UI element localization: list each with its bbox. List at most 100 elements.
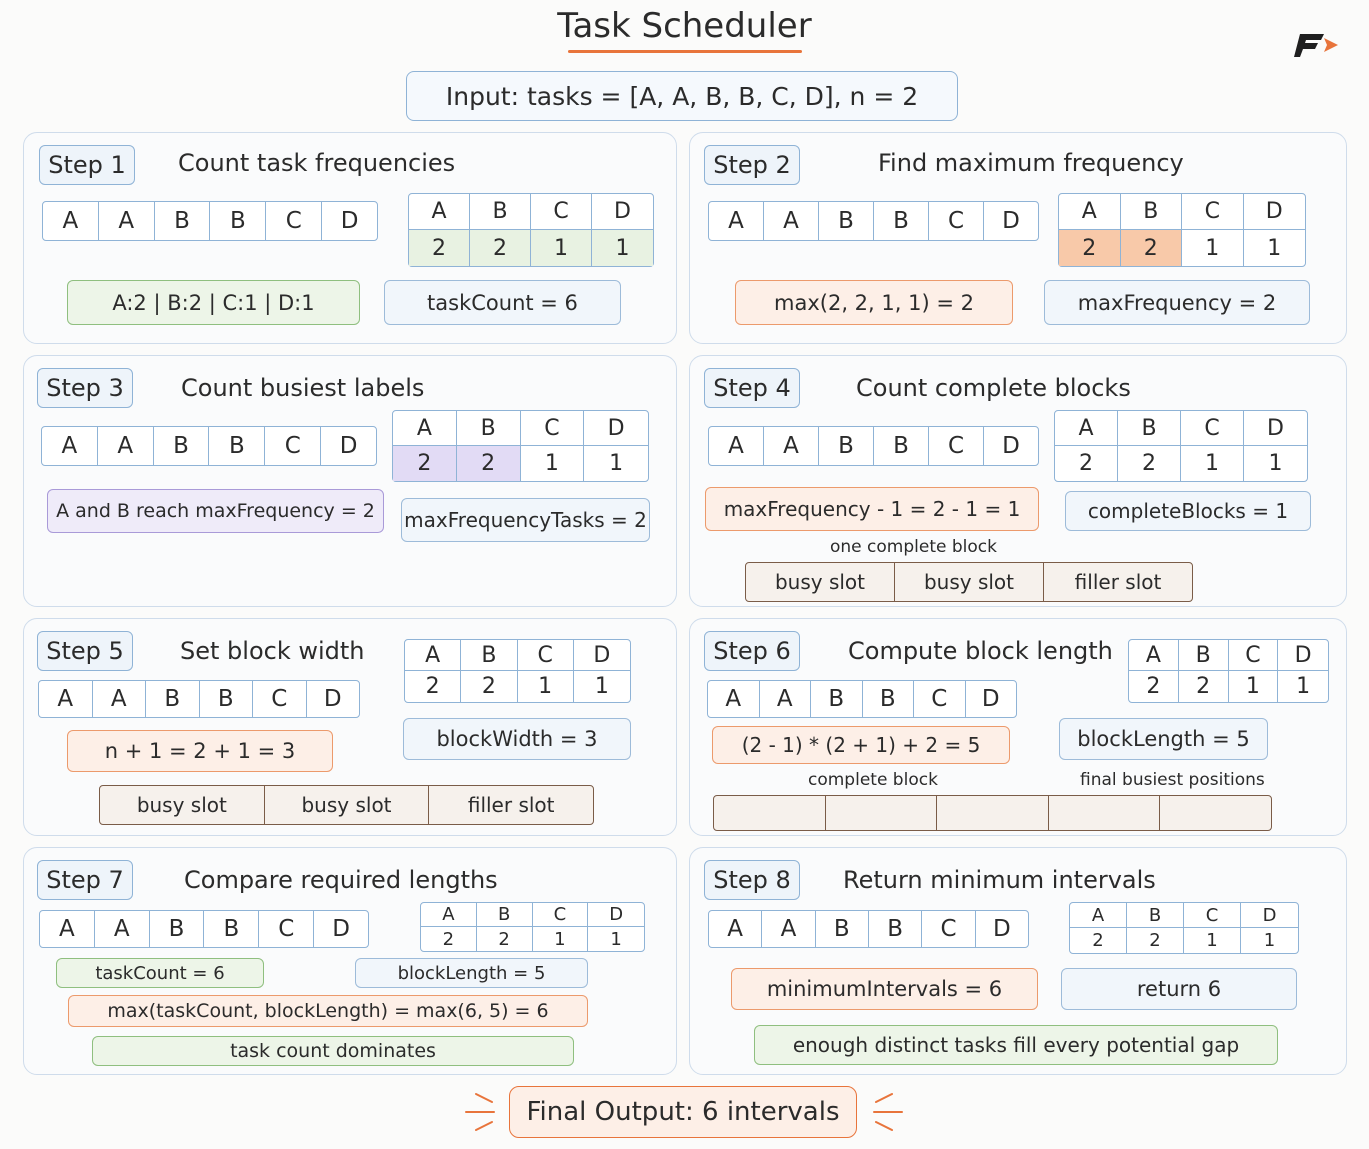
task-cell: A bbox=[764, 202, 819, 240]
step-badge: Step 2 bbox=[704, 145, 800, 185]
freq-header: D bbox=[1241, 903, 1298, 928]
task-sequence: A A B B C D bbox=[41, 426, 377, 466]
step-title: Count busiest labels bbox=[181, 374, 425, 402]
task-cell: C bbox=[266, 202, 323, 240]
empty-slot bbox=[937, 796, 1049, 830]
task-sequence: A A B B C D bbox=[38, 680, 360, 718]
freq-header: D bbox=[1278, 640, 1328, 671]
freq-header: B bbox=[1120, 194, 1182, 230]
freq-header: C bbox=[1228, 640, 1279, 671]
step-badge: Step 4 bbox=[704, 368, 800, 408]
return-box: return 6 bbox=[1061, 968, 1297, 1010]
busy-slot: busy slot bbox=[265, 786, 430, 824]
freq-value: 1 bbox=[1184, 928, 1241, 953]
freq-value: 1 bbox=[610, 928, 622, 950]
task-cell: A bbox=[708, 681, 760, 717]
freq-value: 2 bbox=[1118, 446, 1181, 481]
step-1-panel: Step 1 Count task frequencies A A B B C … bbox=[23, 132, 677, 344]
block-caption: one complete block bbox=[830, 537, 997, 557]
freq-header: D bbox=[1244, 411, 1307, 446]
empty-slot bbox=[1049, 796, 1161, 830]
task-cell: C bbox=[929, 202, 984, 240]
step-badge: Step 5 bbox=[37, 631, 133, 671]
task-cell: B bbox=[874, 202, 929, 240]
filler-slot: filler slot bbox=[1074, 570, 1162, 594]
freq-header: C bbox=[1184, 903, 1241, 928]
block-length-computation-box: (2 - 1) * (2 + 1) + 2 = 5 bbox=[712, 726, 1010, 764]
freq-value: 1 bbox=[1181, 446, 1244, 481]
step-6-panel: Step 6 Compute block length A A B B C D … bbox=[689, 618, 1347, 836]
step-title: Set block width bbox=[180, 637, 365, 665]
frequency-table: A B C D 2 2 1 1 bbox=[408, 193, 654, 267]
freq-value: 1 bbox=[533, 927, 589, 951]
task-cell: A bbox=[39, 681, 93, 717]
freq-value: 1 bbox=[1182, 230, 1244, 266]
freq-value: 1 bbox=[594, 674, 609, 699]
step-badge: Step 8 bbox=[704, 860, 800, 900]
freq-header: D bbox=[1243, 194, 1305, 230]
freq-header: C bbox=[520, 411, 585, 446]
title-underline bbox=[568, 50, 802, 53]
page-title: Task Scheduler bbox=[557, 6, 812, 46]
freq-header: B bbox=[476, 903, 533, 927]
freq-value: 2 bbox=[409, 230, 470, 266]
task-cell: B bbox=[874, 427, 929, 465]
task-cell: A bbox=[43, 202, 99, 240]
frequency-summary-box: A:2 | B:2 | C:1 | D:1 bbox=[67, 280, 360, 325]
filler-slot: filler slot bbox=[467, 793, 555, 817]
task-cell: D bbox=[340, 208, 359, 234]
brand-logo-icon bbox=[1294, 34, 1338, 57]
step-3-panel: Step 3 Count busiest labels A A B B C D … bbox=[23, 355, 677, 607]
task-sequence: A A B B C D bbox=[708, 910, 1029, 948]
freq-value: 2 bbox=[1129, 671, 1179, 702]
empty-slot bbox=[714, 796, 826, 830]
freq-header: A bbox=[409, 194, 470, 230]
freq-header: A bbox=[1059, 194, 1121, 230]
empty-slot bbox=[826, 796, 938, 830]
task-cell: A bbox=[709, 427, 764, 465]
task-cell: A bbox=[40, 911, 95, 947]
final-output-box: Final Output: 6 intervals bbox=[509, 1086, 857, 1138]
freq-value-max: 2 bbox=[1120, 230, 1182, 266]
step-title: Return minimum intervals bbox=[843, 866, 1156, 894]
step-5-panel: Step 5 Set block width A A B B C D A B C… bbox=[23, 618, 677, 836]
frequency-table: A B C D 2 2 1 1 bbox=[420, 902, 645, 952]
task-cell: D bbox=[332, 916, 350, 942]
block-length-box: blockLength = 5 bbox=[355, 958, 588, 988]
task-cell: B bbox=[150, 911, 205, 947]
task-cell: A bbox=[762, 911, 816, 947]
task-cell: D bbox=[981, 686, 1000, 712]
task-cell: B bbox=[819, 427, 874, 465]
empty-slot bbox=[1160, 796, 1271, 830]
block-slot-row bbox=[713, 795, 1272, 831]
max-comparison-box: max(taskCount, blockLength) = max(6, 5) … bbox=[68, 995, 588, 1027]
frequency-table: A B C D 2 2 1 1 bbox=[404, 639, 631, 703]
task-cell: B bbox=[816, 911, 869, 947]
freq-value: 1 bbox=[518, 671, 574, 702]
step-8-panel: Step 8 Return minimum intervals A A B B … bbox=[689, 847, 1347, 1075]
frequency-table: A B C D 2 2 1 1 bbox=[1069, 902, 1299, 954]
freq-value: 1 bbox=[521, 446, 585, 481]
freq-header: D bbox=[588, 903, 644, 927]
step-7-panel: Step 7 Compare required lengths A A B B … bbox=[23, 847, 677, 1075]
freq-header: B bbox=[470, 194, 531, 230]
task-cell: A bbox=[709, 202, 764, 240]
step-title: Compare required lengths bbox=[184, 866, 498, 894]
freq-header: B bbox=[1127, 903, 1184, 928]
freq-header: A bbox=[405, 640, 462, 671]
slot-row: busy slot busy slot filler slot bbox=[99, 785, 594, 825]
task-cell: D bbox=[992, 916, 1011, 942]
max-frequency-box: maxFrequency = 2 bbox=[1044, 280, 1310, 325]
task-cell: B bbox=[200, 681, 253, 717]
freq-header: D bbox=[573, 640, 630, 671]
freq-value: 1 bbox=[531, 230, 592, 266]
task-cell: A bbox=[764, 427, 819, 465]
final-positions-caption: final busiest positions bbox=[1080, 770, 1265, 790]
freq-value: 2 bbox=[470, 230, 531, 266]
complete-block-caption: complete block bbox=[808, 770, 938, 790]
task-cell: B bbox=[154, 427, 210, 465]
freq-value: 1 bbox=[1296, 674, 1311, 699]
freq-header: C bbox=[517, 640, 574, 671]
gap-explanation-box: enough distinct tasks fill every potenti… bbox=[754, 1025, 1278, 1065]
slot-row: busy slot busy slot filler slot bbox=[745, 562, 1193, 602]
